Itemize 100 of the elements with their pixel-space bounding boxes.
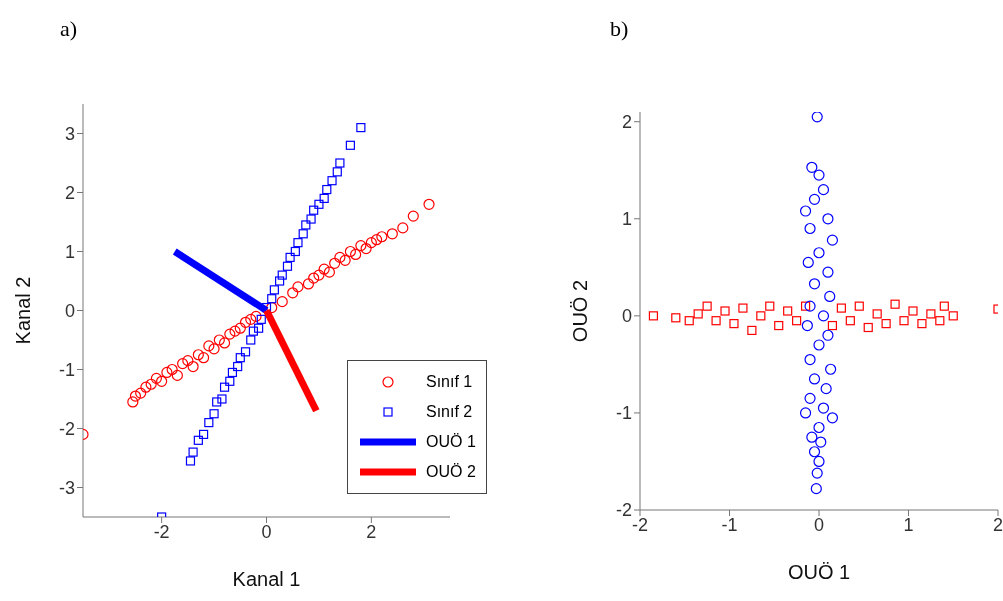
point xyxy=(323,266,336,278)
chart-title: b) xyxy=(610,16,629,42)
point xyxy=(799,407,812,419)
point xyxy=(817,402,830,414)
point xyxy=(290,246,300,257)
point xyxy=(813,247,825,259)
y-tick-label: 3 xyxy=(64,123,75,144)
point xyxy=(322,184,332,195)
point xyxy=(269,285,279,295)
point xyxy=(227,367,238,378)
point xyxy=(808,193,821,205)
point xyxy=(219,382,230,392)
point xyxy=(813,455,825,468)
point xyxy=(327,176,337,186)
point xyxy=(212,397,222,407)
point xyxy=(747,325,757,336)
point xyxy=(355,240,367,252)
point xyxy=(804,353,816,366)
point xyxy=(371,234,383,246)
point xyxy=(156,375,168,387)
point xyxy=(309,205,319,215)
point xyxy=(198,429,209,439)
y-tick-label: 1 xyxy=(621,209,632,230)
y-tick-label: -2 xyxy=(615,500,632,521)
point xyxy=(648,311,659,321)
point xyxy=(822,213,834,225)
y-tick-label: 0 xyxy=(64,300,75,321)
point xyxy=(254,323,264,333)
x-tick-label: -2 xyxy=(153,521,170,542)
point xyxy=(948,311,958,321)
y-tick-label: 2 xyxy=(64,182,75,203)
point xyxy=(825,363,837,375)
point xyxy=(282,261,293,271)
point xyxy=(293,238,303,248)
point xyxy=(801,319,813,332)
y-axis-title: Kanal 2 xyxy=(12,276,35,345)
point xyxy=(129,390,142,402)
point xyxy=(298,229,308,239)
point xyxy=(817,184,830,196)
point xyxy=(802,256,814,269)
x-tick-label: -1 xyxy=(721,514,738,535)
y-axis-title: OUÖ 2 xyxy=(569,279,592,343)
point xyxy=(693,309,703,319)
point xyxy=(335,158,345,168)
point xyxy=(213,334,225,346)
point xyxy=(301,220,311,230)
point xyxy=(239,316,252,328)
point xyxy=(407,210,419,222)
point xyxy=(345,140,355,150)
y-tick-label: -3 xyxy=(58,477,75,498)
point xyxy=(235,353,245,363)
point xyxy=(806,431,818,443)
point xyxy=(218,337,231,349)
point xyxy=(204,418,214,428)
x-tick-label: 2 xyxy=(992,514,1003,535)
point xyxy=(245,313,257,325)
point xyxy=(935,316,945,326)
y-tick-label: -1 xyxy=(58,359,75,380)
point xyxy=(233,361,243,372)
y-tick-label: 0 xyxy=(621,306,632,327)
point xyxy=(302,278,315,290)
point xyxy=(166,363,178,376)
point xyxy=(824,290,836,303)
point xyxy=(224,328,236,340)
y-tick-label: -2 xyxy=(58,418,75,439)
point xyxy=(356,123,366,133)
point xyxy=(756,311,766,321)
legend-label: Sınıf 1 xyxy=(426,373,473,391)
point xyxy=(397,222,409,234)
point xyxy=(150,372,162,384)
point xyxy=(671,313,681,323)
point xyxy=(827,320,838,331)
point xyxy=(800,301,811,311)
point xyxy=(808,278,821,290)
point xyxy=(813,339,825,351)
point xyxy=(319,193,329,203)
point xyxy=(318,263,330,275)
point xyxy=(386,228,398,240)
y-tick-label: 2 xyxy=(621,112,632,133)
legend-label: OUÖ 2 xyxy=(426,463,476,481)
point xyxy=(810,483,822,495)
point xyxy=(360,242,372,255)
point xyxy=(187,360,199,373)
point xyxy=(344,245,356,258)
point xyxy=(738,303,748,313)
point xyxy=(267,294,277,304)
point xyxy=(225,376,235,386)
point xyxy=(720,306,730,316)
point xyxy=(209,409,219,419)
point xyxy=(813,421,825,434)
point xyxy=(185,456,196,466)
x-axis-title: OUÖ 1 xyxy=(787,561,851,583)
point xyxy=(890,299,900,309)
point xyxy=(926,309,936,319)
point xyxy=(229,325,241,337)
point xyxy=(804,222,816,235)
point xyxy=(334,251,346,263)
x-tick-label: 1 xyxy=(903,514,914,535)
point xyxy=(250,310,262,322)
point xyxy=(729,319,739,329)
